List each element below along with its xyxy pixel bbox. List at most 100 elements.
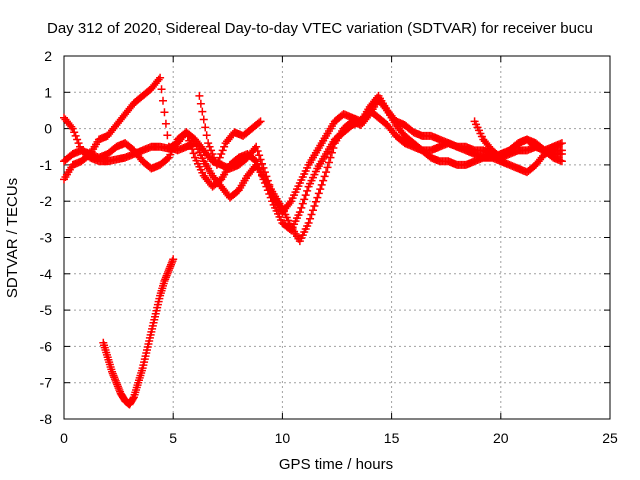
data-point <box>381 104 390 113</box>
y-tick-label: -6 <box>40 338 53 354</box>
y-tick-label: -1 <box>40 157 53 173</box>
data-point <box>320 172 329 181</box>
y-tick-label: -8 <box>40 411 53 427</box>
data-point <box>311 197 320 206</box>
data-point <box>262 182 271 191</box>
x-tick-label: 20 <box>493 430 509 446</box>
data-point <box>67 122 76 131</box>
data-point <box>160 108 169 117</box>
data-point <box>252 142 261 151</box>
data-point <box>188 145 197 154</box>
data-point <box>256 117 265 126</box>
x-tick-label: 5 <box>169 430 177 446</box>
data-point <box>314 189 323 198</box>
data-point <box>557 139 566 148</box>
data-point <box>557 146 566 155</box>
data-point <box>207 146 216 155</box>
data-point <box>159 96 168 105</box>
data-point <box>157 85 166 94</box>
data-point <box>255 164 264 173</box>
data-point <box>199 115 208 124</box>
data-point <box>268 197 277 206</box>
x-tick-label: 0 <box>60 430 68 446</box>
data-point <box>308 206 317 215</box>
data-point <box>196 99 205 108</box>
x-tick-label: 25 <box>602 430 618 446</box>
data-point <box>71 131 80 140</box>
data-point <box>301 191 310 200</box>
data-point <box>195 91 204 100</box>
data-point <box>161 119 170 128</box>
data-point <box>298 199 307 208</box>
data-point <box>259 175 268 184</box>
data-point <box>266 193 275 202</box>
x-axis-label: GPS time / hours <box>279 456 393 473</box>
data-point <box>285 199 294 208</box>
data-point <box>317 180 326 189</box>
y-tick-label: -4 <box>40 266 53 282</box>
data-point <box>324 158 333 167</box>
data-point <box>68 124 77 133</box>
data-point <box>154 75 163 84</box>
data-point <box>322 168 331 177</box>
data-point <box>297 203 306 212</box>
data-point <box>201 123 210 132</box>
data-point <box>185 136 194 145</box>
data-point <box>252 157 261 166</box>
data-point <box>215 153 224 162</box>
tick-layer: 0 5 10 15 20 25 -8 -7 -6 -5 -4 -3 -2 -1 0 1 2 <box>40 48 618 446</box>
data-point <box>263 186 272 195</box>
data-point <box>313 193 322 202</box>
data-point <box>73 135 82 144</box>
data-point <box>326 153 335 162</box>
series-arc-c <box>60 106 566 235</box>
data-point <box>260 179 269 188</box>
y-tick-label: 2 <box>44 48 52 64</box>
data-point <box>303 186 312 195</box>
data-point <box>306 214 315 223</box>
chart-title: Day 312 of 2020, Sidereal Day-to-day VTE… <box>47 20 593 37</box>
data-point <box>186 140 195 149</box>
data-point <box>70 128 79 137</box>
x-tick-label: 15 <box>384 430 400 446</box>
data-point <box>163 131 172 140</box>
data-point <box>212 160 221 169</box>
points-layer <box>60 73 566 409</box>
data-point <box>255 151 264 160</box>
data-point <box>220 142 229 151</box>
y-axis-label: SDTVAR / TECUs <box>4 178 21 298</box>
data-point <box>214 157 223 166</box>
y-tick-label: -5 <box>40 302 53 318</box>
y-tick-label: 1 <box>44 84 52 100</box>
data-point <box>74 139 83 148</box>
y-tick-label: -2 <box>40 193 53 209</box>
data-point <box>218 146 227 155</box>
data-point <box>323 163 332 172</box>
series-arc-e <box>195 91 265 169</box>
data-point <box>204 139 213 148</box>
series-arc-f <box>470 117 566 162</box>
data-point <box>316 185 325 194</box>
data-point <box>163 154 172 163</box>
data-point <box>205 142 214 151</box>
data-point <box>183 132 192 141</box>
y-tick-label: -7 <box>40 375 53 391</box>
y-tick-label: 0 <box>44 121 52 137</box>
data-point <box>250 156 259 165</box>
data-point <box>182 128 191 137</box>
data-point <box>258 159 267 168</box>
data-point <box>258 171 267 180</box>
data-point <box>156 73 165 82</box>
series-arc-d <box>99 255 178 409</box>
data-point <box>217 150 226 159</box>
data-point <box>265 189 274 198</box>
data-point <box>310 202 319 211</box>
data-point <box>202 131 211 140</box>
data-point <box>307 210 316 219</box>
data-point <box>255 118 264 127</box>
data-point <box>256 168 265 177</box>
data-point <box>169 255 178 264</box>
data-point <box>198 107 207 116</box>
data-point <box>189 149 198 158</box>
